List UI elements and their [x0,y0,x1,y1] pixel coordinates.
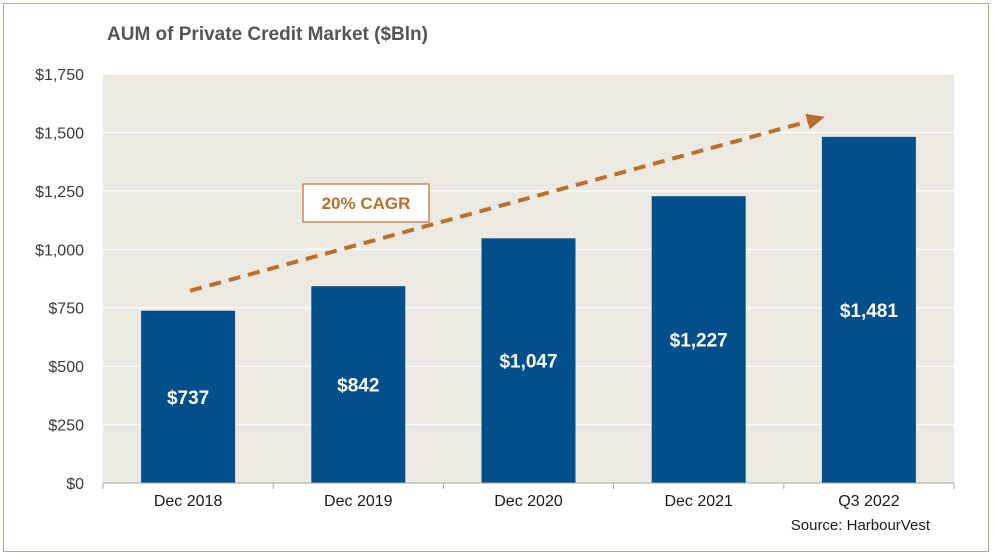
bar [651,196,746,483]
bar [481,238,576,483]
source-note: Source: HarbourVest [791,517,931,534]
y-tick-label: $1,000 [35,242,84,259]
bar [821,136,916,483]
bars: $737 $842 $1,047 $1,227 $1,481 [141,136,916,483]
x-tick-label: Dec 2020 [494,493,563,510]
bar-value-label: $1,227 [670,331,728,352]
cagr-annotation-box [302,183,430,223]
x-tick-label: Q3 2022 [838,493,899,510]
y-tick-label: $1,250 [35,184,84,201]
y-tick-label: $750 [48,301,84,318]
trend-arrow [189,113,825,293]
x-tick-label: Dec 2019 [324,493,393,510]
y-tick-label: $0 [66,476,84,493]
bar [311,286,406,483]
x-tick-label: Dec 2018 [154,493,223,510]
bar-value-label: $842 [337,376,379,397]
trend-line [189,119,810,293]
arrow-head-icon [805,113,825,130]
bar [141,310,236,483]
y-axis-ticks: $0 $250 $500 $750 $1,000 $1,250 $1,500 $1,750 [35,67,84,493]
y-tick-label: $1,750 [35,67,84,84]
y-tick-label: $250 [48,418,84,435]
bar-value-label: $1,481 [840,301,899,322]
bar-value-label: $737 [167,388,209,409]
cagr-annotation: 20% CAGR [322,194,411,213]
chart-title: AUM of Private Credit Market ($Bln) [107,24,428,45]
bar-value-label: $1,047 [499,352,557,373]
y-tick-label: $500 [48,359,84,376]
y-tick-label: $1,500 [35,125,84,142]
x-axis-labels: Dec 2018 Dec 2019 Dec 2020 Dec 2021 Q3 2022 [102,483,955,510]
x-tick-label: Dec 2021 [664,493,733,510]
